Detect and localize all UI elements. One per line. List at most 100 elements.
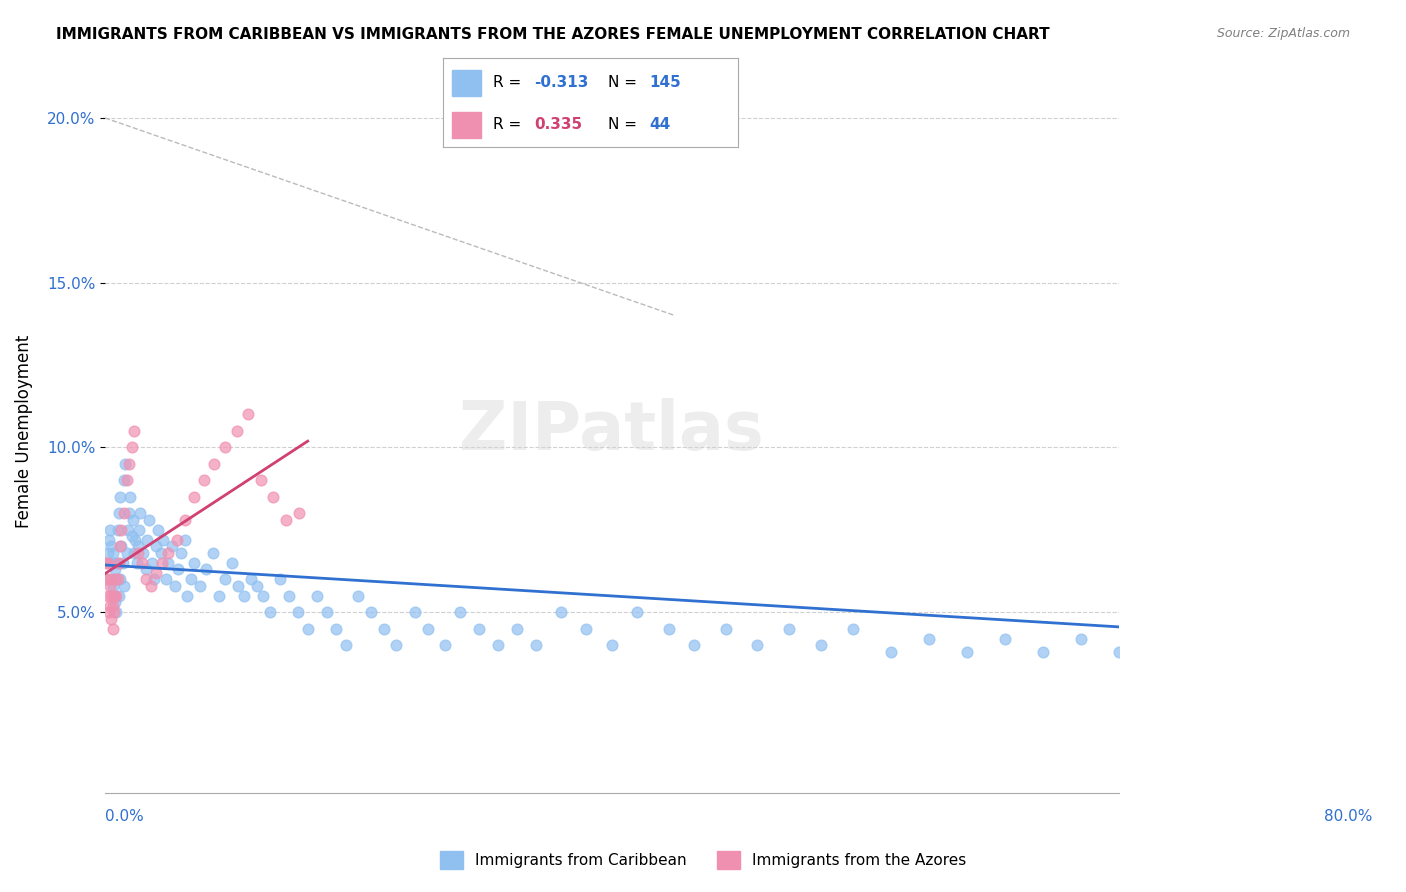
Point bbox=[269, 572, 291, 586]
Point bbox=[506, 622, 529, 636]
Point bbox=[108, 556, 131, 570]
Point bbox=[214, 572, 236, 586]
Point bbox=[141, 556, 163, 570]
Point bbox=[108, 589, 131, 603]
Point bbox=[139, 579, 162, 593]
Point bbox=[360, 605, 382, 619]
Point bbox=[1223, 605, 1246, 619]
Point bbox=[98, 523, 121, 537]
Point bbox=[122, 424, 145, 438]
Point bbox=[1298, 651, 1320, 665]
Point bbox=[97, 605, 120, 619]
Text: IMMIGRANTS FROM CARIBBEAN VS IMMIGRANTS FROM THE AZORES FEMALE UNEMPLOYMENT CORR: IMMIGRANTS FROM CARIBBEAN VS IMMIGRANTS … bbox=[56, 27, 1050, 42]
FancyBboxPatch shape bbox=[451, 112, 481, 138]
Point bbox=[1282, 651, 1305, 665]
Legend: Immigrants from Caribbean, Immigrants from the Azores: Immigrants from Caribbean, Immigrants fr… bbox=[433, 845, 973, 875]
Point bbox=[325, 622, 347, 636]
Text: 145: 145 bbox=[650, 76, 682, 90]
Point bbox=[120, 490, 142, 504]
Point bbox=[103, 589, 125, 603]
Point bbox=[101, 622, 124, 636]
Point bbox=[104, 572, 127, 586]
Point bbox=[125, 556, 148, 570]
FancyBboxPatch shape bbox=[451, 70, 481, 96]
Text: 44: 44 bbox=[650, 118, 671, 132]
Text: N =: N = bbox=[609, 76, 643, 90]
Point bbox=[1222, 589, 1244, 603]
Point bbox=[195, 562, 218, 576]
Point bbox=[225, 424, 247, 438]
Point bbox=[96, 572, 118, 586]
Point bbox=[115, 546, 138, 560]
Point bbox=[1257, 632, 1279, 646]
Point bbox=[208, 589, 231, 603]
Point bbox=[112, 506, 135, 520]
Point bbox=[110, 523, 132, 537]
Point bbox=[160, 539, 183, 553]
Point bbox=[879, 645, 901, 659]
Point bbox=[145, 539, 167, 553]
Point bbox=[917, 632, 939, 646]
Point bbox=[1184, 562, 1206, 576]
Point bbox=[259, 605, 281, 619]
Point bbox=[714, 622, 737, 636]
Point bbox=[180, 572, 202, 586]
Point bbox=[101, 599, 124, 613]
Text: N =: N = bbox=[609, 118, 643, 132]
Point bbox=[433, 638, 456, 652]
Point bbox=[167, 562, 190, 576]
Point bbox=[1202, 546, 1225, 560]
Point bbox=[96, 556, 118, 570]
Point bbox=[135, 533, 157, 547]
Point bbox=[1209, 572, 1232, 586]
Point bbox=[143, 572, 166, 586]
Point bbox=[155, 572, 177, 586]
Point bbox=[110, 539, 132, 553]
Point bbox=[98, 556, 121, 570]
Point bbox=[287, 605, 309, 619]
Point bbox=[416, 622, 439, 636]
Point bbox=[214, 441, 236, 455]
Point bbox=[201, 546, 224, 560]
Point bbox=[100, 612, 122, 626]
Point bbox=[288, 506, 311, 520]
Point bbox=[98, 579, 121, 593]
Point bbox=[1275, 648, 1298, 662]
Point bbox=[176, 589, 198, 603]
Point bbox=[121, 529, 143, 543]
Point bbox=[1253, 622, 1275, 636]
Point bbox=[1260, 628, 1282, 642]
Point bbox=[104, 595, 127, 609]
Point bbox=[1227, 595, 1250, 609]
Text: 0.0%: 0.0% bbox=[105, 809, 143, 824]
Point bbox=[233, 589, 256, 603]
Point bbox=[1219, 599, 1241, 613]
Point bbox=[96, 546, 118, 560]
Point bbox=[97, 533, 120, 547]
Point bbox=[1236, 615, 1258, 629]
Point bbox=[122, 546, 145, 560]
Text: R =: R = bbox=[494, 76, 526, 90]
Point bbox=[993, 632, 1015, 646]
Point bbox=[335, 638, 357, 652]
Point bbox=[118, 506, 141, 520]
Point bbox=[1070, 632, 1092, 646]
Point bbox=[129, 506, 152, 520]
Point bbox=[132, 546, 155, 560]
Point bbox=[157, 546, 180, 560]
Point bbox=[276, 513, 298, 527]
Point bbox=[550, 605, 572, 619]
Point bbox=[1159, 556, 1181, 570]
Point bbox=[108, 506, 131, 520]
Point bbox=[96, 589, 118, 603]
Point bbox=[107, 556, 129, 570]
Point bbox=[105, 572, 128, 586]
Y-axis label: Female Unemployment: Female Unemployment bbox=[15, 334, 32, 527]
Point bbox=[166, 533, 188, 547]
Point bbox=[778, 622, 800, 636]
Point bbox=[107, 523, 129, 537]
Point bbox=[135, 562, 157, 576]
Point bbox=[347, 589, 370, 603]
Point bbox=[236, 408, 259, 422]
Point bbox=[1303, 655, 1326, 669]
